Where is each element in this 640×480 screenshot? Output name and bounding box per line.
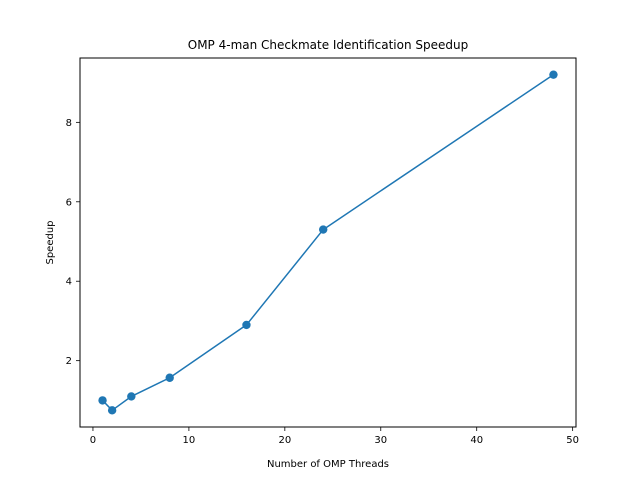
- x-axis-ticks: 0 10 20 30 40 50: [90, 427, 579, 446]
- series-line: [101, 73, 555, 412]
- x-tick-label: 40: [470, 435, 483, 446]
- x-tick-label: 0: [90, 435, 96, 446]
- x-tick-label: 20: [278, 435, 291, 446]
- data-point-marker: [127, 392, 136, 401]
- y-axis-label: Speedup: [45, 220, 56, 264]
- x-axis-label: Number of OMP Threads: [267, 459, 389, 470]
- x-tick-label: 50: [566, 435, 579, 446]
- plot-area-frame: [79, 57, 577, 428]
- y-tick-label: 6: [66, 197, 72, 208]
- y-tick-label: 8: [66, 118, 72, 129]
- y-tick-label: 4: [66, 277, 72, 288]
- y-axis-ticks: 2 4 6 8: [66, 118, 80, 367]
- series-layer: [98, 70, 558, 415]
- x-tick-label: 10: [183, 435, 196, 446]
- data-point-marker: [98, 396, 107, 405]
- x-tick-label: 30: [374, 435, 387, 446]
- data-point-marker: [165, 373, 174, 382]
- data-point-marker: [319, 225, 328, 234]
- data-point-marker: [242, 320, 251, 330]
- data-point-marker: [107, 406, 117, 415]
- data-point-marker: [549, 70, 558, 79]
- y-tick-label: 2: [66, 356, 72, 367]
- chart-title: OMP 4-man Checkmate Identification Speed…: [188, 38, 468, 52]
